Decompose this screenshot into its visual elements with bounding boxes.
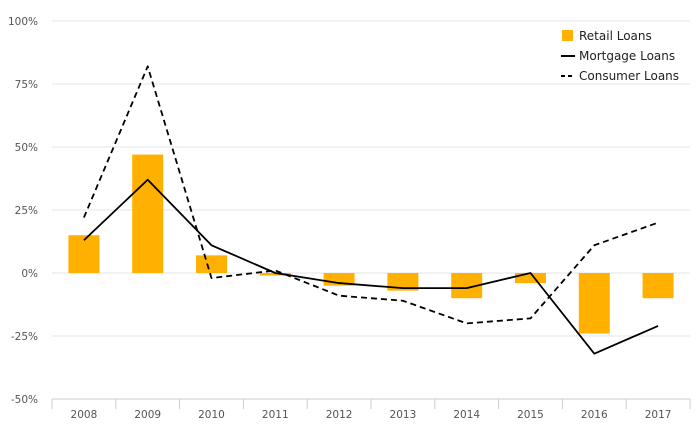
legend-swatch-bar xyxy=(562,30,573,41)
x-tick-label: 2015 xyxy=(517,409,544,421)
legend-label: Consumer Loans xyxy=(579,69,679,83)
axes: -50% -25% 0% 25% 50% 75% 100% 2008 2009 2010 2011 2… xyxy=(8,16,691,421)
x-tick-label: 2012 xyxy=(326,409,353,421)
y-tick-label: 50% xyxy=(15,142,38,154)
legend-label: Mortgage Loans xyxy=(579,49,675,63)
bar xyxy=(132,154,164,273)
mortgage-loans-line xyxy=(83,178,659,355)
bar xyxy=(642,273,674,299)
x-tick-label: 2010 xyxy=(198,409,225,421)
line-series xyxy=(83,65,659,355)
bar xyxy=(196,255,227,273)
legend: Retail Loans Mortgage Loans Consumer Loans xyxy=(561,29,679,83)
consumer-loans-line xyxy=(83,65,659,325)
x-tick-label: 2011 xyxy=(262,409,289,421)
y-tick-label: 0% xyxy=(21,268,38,280)
bar xyxy=(68,235,100,273)
bar xyxy=(387,273,419,291)
bar xyxy=(578,273,610,334)
legend-label: Retail Loans xyxy=(579,29,652,43)
y-tick-label: 100% xyxy=(8,16,38,28)
bar xyxy=(259,273,291,276)
x-tick-label: 2009 xyxy=(134,409,161,421)
bar xyxy=(515,273,546,284)
y-tick-label: -25% xyxy=(11,331,38,343)
x-tick-label: 2017 xyxy=(645,409,672,421)
x-tick-label: 2014 xyxy=(453,409,480,421)
y-tick-label: 75% xyxy=(15,79,38,91)
x-tick-label: 2016 xyxy=(581,409,608,421)
x-tick-label: 2013 xyxy=(390,409,417,421)
x-tick-label: 2008 xyxy=(71,409,98,421)
bar-series xyxy=(68,154,674,334)
y-tick-label: -50% xyxy=(11,394,38,406)
y-tick-label: 25% xyxy=(15,205,38,217)
